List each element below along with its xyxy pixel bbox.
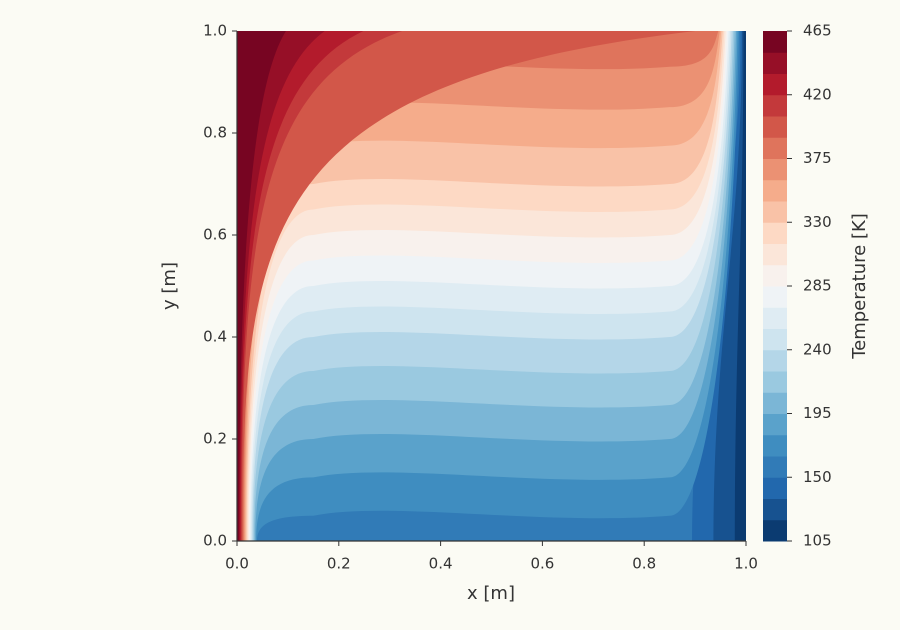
contour-region — [237, 31, 723, 541]
colorbar-band — [763, 349, 787, 372]
y-tick-label: 0.4 — [203, 328, 227, 346]
colorbar-tick-label: 105 — [803, 532, 832, 550]
contour-region — [237, 31, 325, 541]
y-tick-label: 0.8 — [203, 124, 227, 142]
colorbar-band — [763, 434, 787, 457]
colorbar-band — [763, 179, 787, 202]
colorbar-band — [763, 519, 787, 542]
colorbar-tick-label: 195 — [803, 404, 832, 422]
y-tick-label: 0.0 — [203, 532, 227, 550]
colorbar-band — [763, 137, 787, 159]
colorbar-band — [763, 94, 787, 117]
colorbar-band — [763, 307, 787, 329]
colorbar-band — [763, 264, 787, 287]
y-tick-label: 0.2 — [203, 430, 227, 448]
colorbar-band — [763, 477, 787, 499]
colorbar-band — [763, 52, 787, 74]
colorbar-band — [763, 456, 787, 478]
contour-region — [237, 31, 364, 541]
colorbar-tick-label: 420 — [803, 85, 832, 103]
x-axis-label: x [m] — [467, 583, 515, 604]
x-tick-label: 0.0 — [225, 555, 249, 573]
x-tick-label: 0.8 — [632, 555, 656, 573]
colorbar-tick-label: 375 — [803, 149, 832, 167]
colorbar-tick-label: 465 — [803, 22, 832, 40]
x-tick-label: 1.0 — [734, 555, 758, 573]
colorbar-band — [763, 158, 787, 181]
colorbar-band — [763, 31, 787, 53]
colorbar-band — [763, 392, 787, 414]
x-tick-label: 0.2 — [327, 555, 351, 573]
x-tick-label: 0.6 — [530, 555, 554, 573]
contour-region — [237, 31, 286, 541]
colorbar-band — [763, 286, 787, 308]
colorbar-tick-label: 285 — [803, 277, 832, 295]
colorbar-tick-label: 240 — [803, 340, 832, 358]
y-tick-label: 1.0 — [203, 22, 227, 40]
colorbar-band — [763, 243, 787, 266]
y-axis-label: y [m] — [159, 262, 180, 310]
x-tick-label: 0.4 — [429, 555, 453, 573]
colorbar-band — [763, 328, 787, 351]
colorbar-band — [763, 73, 787, 96]
colorbar-tick-label: 330 — [803, 213, 832, 231]
y-tick-label: 0.6 — [203, 226, 227, 244]
colorbar-band — [763, 371, 787, 393]
colorbar-band — [763, 116, 787, 138]
colorbar-band — [763, 222, 787, 244]
colorbar-tick-label: 150 — [803, 468, 832, 486]
colorbar-band — [763, 498, 787, 521]
colorbar-label: Temperature [K] — [849, 213, 870, 360]
contour-field — [237, 31, 746, 541]
colorbar-band — [763, 201, 787, 223]
colorbar-band — [763, 413, 787, 436]
